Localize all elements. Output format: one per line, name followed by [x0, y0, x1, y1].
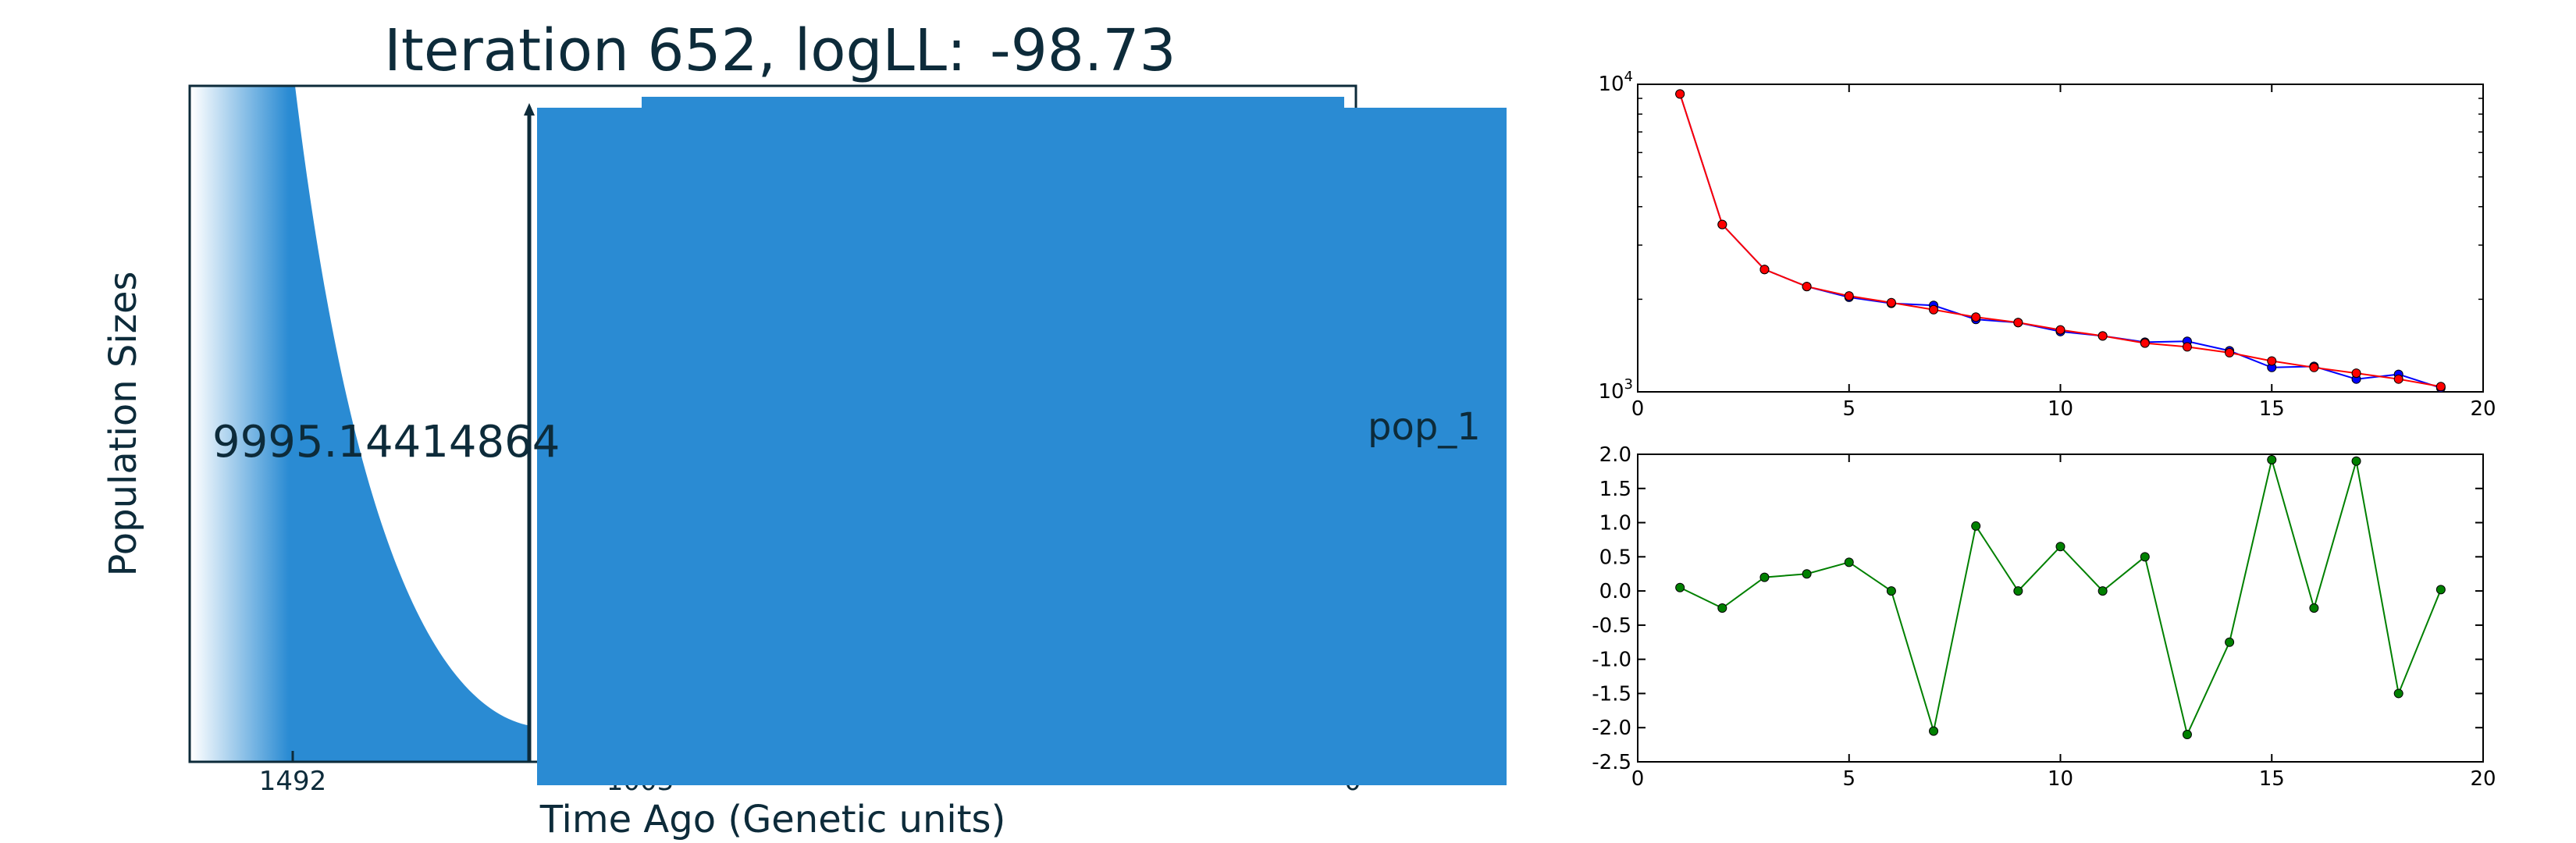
bottom-series-point-0 [1675, 582, 1685, 592]
top-series-point-1 [1717, 219, 1727, 229]
bottom-y-tick-label: 2.0 [1599, 443, 1631, 467]
series-label: pop_1 [1368, 405, 1481, 449]
top-series-point-1 [2309, 362, 2319, 372]
fade-gradient [191, 86, 289, 762]
top-series-point-1 [2055, 325, 2065, 335]
bottom-axis-ticks: 0 5 10 15 20 2.0 1.5 1.0 0.5 0.0 -0.5 -1.0 -1.5 -2.0 -… [1592, 443, 2496, 791]
bottom-series-point-0 [2435, 585, 2446, 595]
top-axis-ticks: 0 5 10 15 20 [1631, 84, 2496, 421]
bottom-x-tick-label: 10 [2048, 767, 2073, 791]
top-x-tick-label: 0 [1631, 397, 1645, 421]
bottom-series-point-0 [2097, 586, 2108, 596]
top-plot-frame [1637, 84, 2484, 393]
bottom-series-point-0 [2182, 729, 2192, 739]
bottom-y-tick-label: 0.5 [1599, 546, 1631, 569]
top-x-tick-label: 15 [2259, 397, 2285, 421]
population-annotation: 9995.14414864 [212, 417, 560, 468]
y-axis-label: Population Sizes [101, 272, 145, 577]
bottom-plot-frame [1637, 454, 2484, 763]
top-x-tick-label: 10 [2048, 397, 2073, 421]
top-series-point-1 [1675, 89, 1685, 99]
population-decay-area [289, 86, 531, 762]
top-series-point-1 [1802, 282, 1812, 292]
top-series-line-0 [1679, 94, 2442, 389]
bottom-series-point-0 [2225, 637, 2235, 647]
bottom-y-tick-label: -2.5 [1592, 751, 1631, 774]
top-series-line-1 [1679, 94, 2442, 388]
top-series-point-1 [2182, 342, 2192, 352]
bottom-y-tick-label: 1.0 [1599, 512, 1631, 535]
bottom-series-point-0 [1886, 586, 1896, 596]
top-series-point-1 [2351, 368, 2361, 379]
bottom-series-point-0 [1929, 726, 1939, 736]
top-series-point-1 [1844, 291, 1854, 301]
bottom-series-point-0 [2013, 586, 2023, 596]
top-y-tick-10e4: 104 [1598, 69, 1633, 96]
bottom-series-point-0 [1759, 572, 1770, 582]
bottom-series-point-0 [1802, 569, 1812, 579]
bottom-series-point-0 [1971, 521, 1981, 531]
top-series-point-1 [1886, 297, 1896, 308]
top-x-tick-label: 5 [1842, 397, 1856, 421]
chart-title-value: -98.73 [990, 17, 1176, 84]
bottom-right-line-chart: 0 5 10 15 20 2.0 1.5 1.0 0.5 0.0 -0.5 -1.0 -1.5 -2.0 -… [1592, 443, 2496, 791]
bottom-x-tick-label: 5 [1842, 767, 1856, 791]
bottom-series-point-0 [2140, 552, 2150, 562]
top-x-tick-label: 20 [2470, 397, 2496, 421]
bottom-y-tick-label: -1.0 [1592, 649, 1631, 672]
bottom-series-point-0 [1717, 603, 1727, 613]
top-series-point-1 [1971, 312, 1981, 322]
chart-title-prefix: Iteration 652, logLL: [384, 17, 966, 84]
top-series-point-1 [1929, 304, 1939, 315]
bottom-series-point-0 [2267, 455, 2277, 465]
bottom-series-point-0 [2393, 688, 2403, 699]
top-series [1675, 89, 2446, 393]
bottom-y-tick-label: 0.0 [1599, 580, 1631, 603]
population-chart: Iteration 652, logLL: -98.73 1492 1003 0… [101, 17, 1507, 841]
top-right-line-chart: 0 5 10 15 20 104 103 [1598, 69, 2496, 421]
top-y-tick-10e3: 103 [1598, 376, 1633, 404]
bottom-series [1675, 455, 2446, 739]
arrow-head [524, 103, 535, 116]
bottom-series-point-0 [2309, 603, 2319, 613]
bottom-y-tick-label: 1.5 [1599, 478, 1631, 501]
bottom-y-tick-label: -1.5 [1592, 682, 1631, 706]
bottom-series-line-0 [1679, 459, 2442, 738]
top-series-point-1 [2435, 382, 2446, 392]
x-tick-label-1492: 1492 [259, 766, 327, 797]
top-series-point-1 [2013, 318, 2023, 328]
bottom-series-point-0 [2055, 542, 2065, 552]
top-series-point-1 [2097, 331, 2108, 341]
top-series-point-1 [1759, 265, 1770, 275]
tick-cover [537, 763, 1507, 785]
bottom-x-tick-label: 15 [2259, 767, 2285, 791]
top-series-point-1 [2393, 374, 2403, 384]
bottom-y-tick-label: -0.5 [1592, 614, 1631, 638]
top-series-point-1 [2225, 347, 2235, 357]
bottom-x-tick-label: 20 [2470, 767, 2496, 791]
bottom-y-tick-label: -2.0 [1592, 717, 1631, 740]
top-series-point-1 [2267, 356, 2277, 366]
top-series-point-1 [2140, 338, 2150, 348]
bottom-x-tick-label: 0 [1631, 767, 1645, 791]
overlay-block [537, 108, 1507, 785]
bottom-series-point-0 [1844, 557, 1854, 567]
bottom-series-point-0 [2351, 456, 2361, 466]
x-axis-label: Time Ago (Genetic units) [539, 798, 1006, 841]
